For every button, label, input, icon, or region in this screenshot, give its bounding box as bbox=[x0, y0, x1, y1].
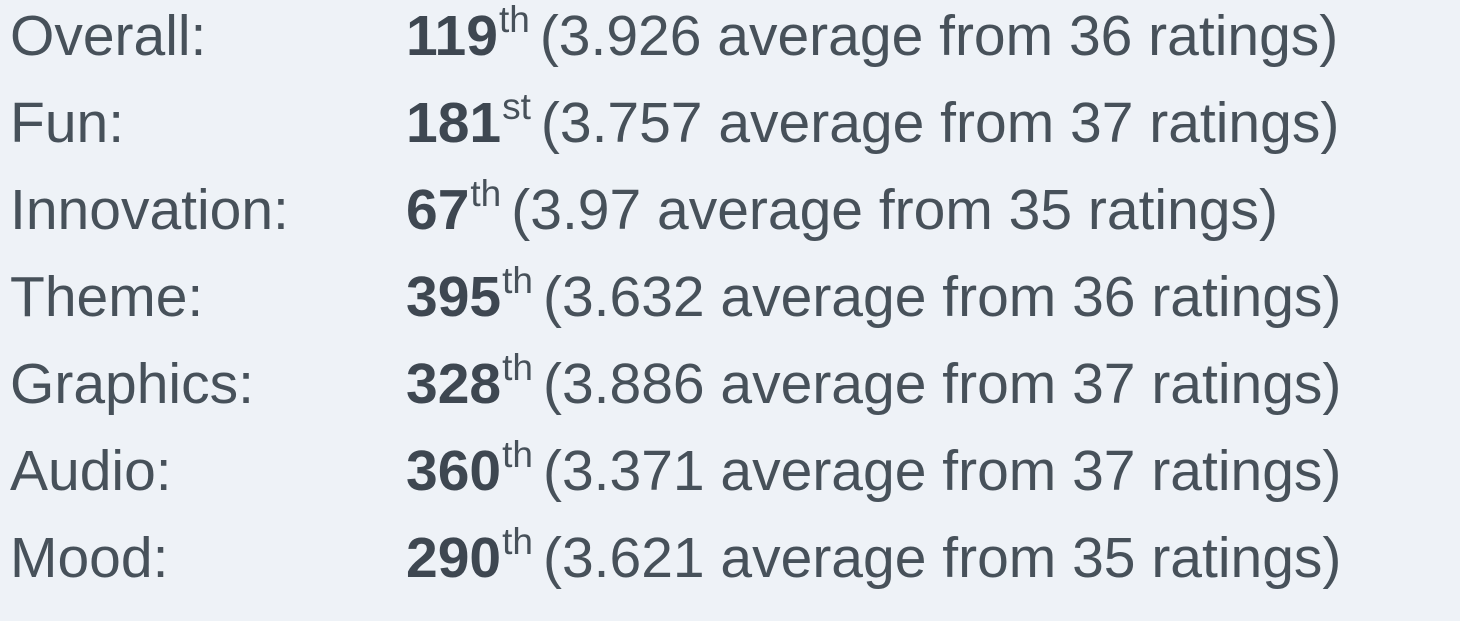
rating-category-label: Innovation: bbox=[10, 178, 289, 242]
rating-rank-suffix: th bbox=[502, 347, 533, 388]
rating-rank-suffix: th bbox=[498, 0, 530, 40]
rating-rank-suffix: th bbox=[470, 173, 502, 214]
rating-row-theme: Theme: 395th (3.632 average from 36 rating… bbox=[10, 260, 1342, 333]
rating-detail: (3.632 average from 36 ratings) bbox=[542, 265, 1342, 329]
rating-detail: (3.621 average from 35 ratings) bbox=[542, 526, 1342, 590]
rating-row-innovation: Innovation: 67th (3.97 average from 35 rat… bbox=[10, 173, 1278, 246]
rating-rank: 119 bbox=[406, 4, 498, 68]
rating-row-audio: Audio: 360th (3.371 average from 37 rating… bbox=[10, 434, 1342, 507]
rating-detail: (3.886 average from 37 ratings) bbox=[542, 352, 1342, 416]
rating-row-mood: Mood: 290th (3.621 average from 35 ratings… bbox=[10, 521, 1342, 594]
rating-category-label: Graphics: bbox=[10, 352, 254, 416]
rating-detail: (3.371 average from 37 ratings) bbox=[542, 439, 1342, 503]
rating-category-label: Fun: bbox=[10, 91, 125, 155]
rating-rank-suffix: st bbox=[502, 86, 531, 127]
rating-rank: 181 bbox=[406, 91, 502, 155]
rating-detail: (3.926 average from 36 ratings) bbox=[539, 4, 1339, 68]
rating-detail: (3.97 average from 35 ratings) bbox=[511, 178, 1278, 242]
rating-row-graphics: Graphics: 328th (3.886 average from 37 rat… bbox=[10, 347, 1342, 420]
rating-row-overall: Overall: 119th (3.926 average from 36 rati… bbox=[10, 0, 1338, 72]
rating-row-fun: Fun: 181st (3.757 average from 37 ratings) bbox=[10, 86, 1340, 159]
rating-category-label: Mood: bbox=[10, 526, 169, 590]
rating-rank-suffix: th bbox=[502, 434, 533, 475]
rating-rank: 290 bbox=[406, 526, 502, 590]
rating-rank-suffix: th bbox=[502, 521, 533, 562]
rating-rank: 360 bbox=[406, 439, 502, 503]
rating-category-label: Theme: bbox=[10, 265, 204, 329]
rating-category-label: Audio: bbox=[10, 439, 172, 503]
rating-detail: (3.757 average from 37 ratings) bbox=[540, 91, 1340, 155]
rating-rank: 395 bbox=[406, 265, 502, 329]
rating-rank-suffix: th bbox=[502, 260, 533, 301]
rating-rank: 67 bbox=[406, 178, 470, 242]
rating-category-label: Overall: bbox=[10, 4, 207, 68]
rating-rank: 328 bbox=[406, 352, 502, 416]
